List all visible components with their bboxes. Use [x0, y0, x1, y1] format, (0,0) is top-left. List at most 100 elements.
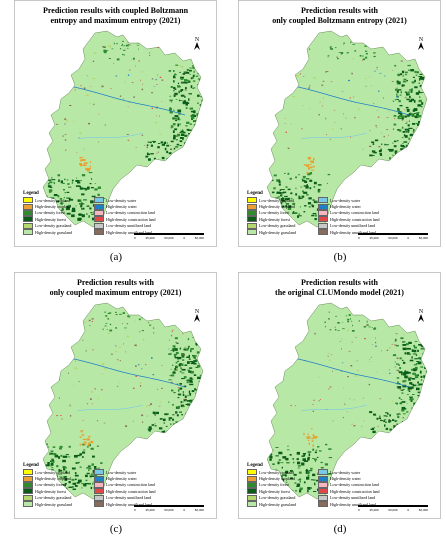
land-patch [187, 369, 190, 371]
land-patch [285, 457, 289, 461]
land-patch [369, 154, 373, 157]
scale-label: 50,000 [388, 236, 398, 240]
land-patch [60, 415, 62, 416]
land-patch [178, 90, 180, 94]
land-patch [370, 44, 373, 45]
land-patch [92, 78, 96, 80]
legend-label: High-density water [106, 476, 137, 482]
legend-items: Low-density cropland Low-density water Hig… [23, 197, 163, 236]
scale-label: 50,000 [194, 508, 204, 512]
land-patch [304, 180, 308, 183]
land-patch [122, 53, 124, 56]
land-patch [83, 441, 87, 444]
land-patch [303, 453, 306, 456]
land-patch [308, 453, 311, 456]
land-patch [304, 331, 306, 333]
land-patch [116, 359, 118, 360]
land-patch [152, 374, 155, 376]
land-patch [175, 64, 179, 66]
land-patch [365, 56, 368, 59]
land-patch [396, 96, 398, 98]
land-patch [46, 446, 50, 448]
land-patch [133, 96, 135, 98]
land-patch [187, 361, 190, 364]
land-patch [332, 128, 334, 130]
land-patch [102, 328, 104, 331]
land-patch [168, 419, 171, 421]
land-patch [77, 454, 81, 457]
land-patch [178, 99, 181, 102]
land-patch [317, 184, 322, 186]
land-patch [278, 451, 283, 455]
land-patch [168, 417, 173, 419]
land-patch [412, 394, 415, 395]
land-patch [146, 144, 149, 147]
land-patch [172, 350, 175, 352]
land-patch [396, 357, 399, 359]
land-patch [88, 172, 93, 174]
land-patch [280, 202, 283, 205]
land-patch [283, 84, 285, 86]
land-patch [184, 364, 188, 366]
land-patch [384, 424, 386, 427]
land-patch [74, 367, 77, 370]
land-patch [273, 174, 277, 177]
north-arrow-icon: N [418, 37, 424, 50]
land-patch [410, 383, 414, 385]
land-patch [67, 456, 71, 458]
land-patch [392, 419, 395, 421]
land-patch [89, 161, 92, 163]
scale-bar: 0 25,000 50,000 0 50,000 [358, 503, 428, 513]
land-patch [343, 113, 344, 115]
land-patch [301, 462, 305, 466]
land-patch [193, 124, 196, 126]
land-patch [174, 128, 178, 131]
land-patch [398, 370, 400, 372]
land-patch [409, 95, 411, 99]
land-patch [369, 130, 371, 132]
land-patch [402, 417, 404, 419]
land-patch [169, 108, 172, 111]
land-patch [280, 192, 285, 194]
land-patch [159, 76, 162, 78]
land-patch [182, 391, 184, 394]
land-patch [313, 479, 316, 481]
land-patch [131, 58, 133, 61]
land-patch [79, 436, 82, 438]
river [300, 404, 368, 412]
land-patch [303, 177, 305, 179]
land-patch [68, 186, 72, 188]
land-patch [125, 351, 126, 353]
land-patch [170, 350, 173, 351]
land-patch [188, 93, 192, 95]
land-patch [115, 350, 118, 353]
land-patch [310, 172, 313, 175]
land-patch [91, 463, 94, 466]
legend-swatch [318, 469, 328, 476]
legend-item: High-density forest [23, 488, 92, 495]
land-patch [397, 82, 399, 85]
land-patch [333, 109, 336, 111]
land-patch [375, 345, 377, 347]
land-patch [182, 405, 185, 407]
land-patch [182, 129, 184, 131]
panel-b: Prediction results with only coupled Bol… [224, 0, 446, 272]
land-patch [294, 212, 298, 214]
land-patch [409, 89, 413, 91]
legend-item: High-density construction land [318, 216, 387, 223]
land-patch [179, 145, 182, 147]
land-patch [182, 101, 185, 105]
land-patch [423, 362, 426, 365]
land-patch [141, 134, 144, 136]
land-patch [342, 328, 345, 330]
land-patch [329, 138, 332, 140]
land-patch [292, 211, 295, 213]
land-patch [385, 421, 387, 423]
land-patch [312, 410, 314, 412]
land-patch [194, 408, 196, 410]
land-patch [200, 122, 203, 125]
land-patch [406, 403, 408, 404]
land-patch [88, 467, 92, 470]
land-patch [77, 181, 81, 184]
scale-label: 0 [358, 508, 360, 512]
